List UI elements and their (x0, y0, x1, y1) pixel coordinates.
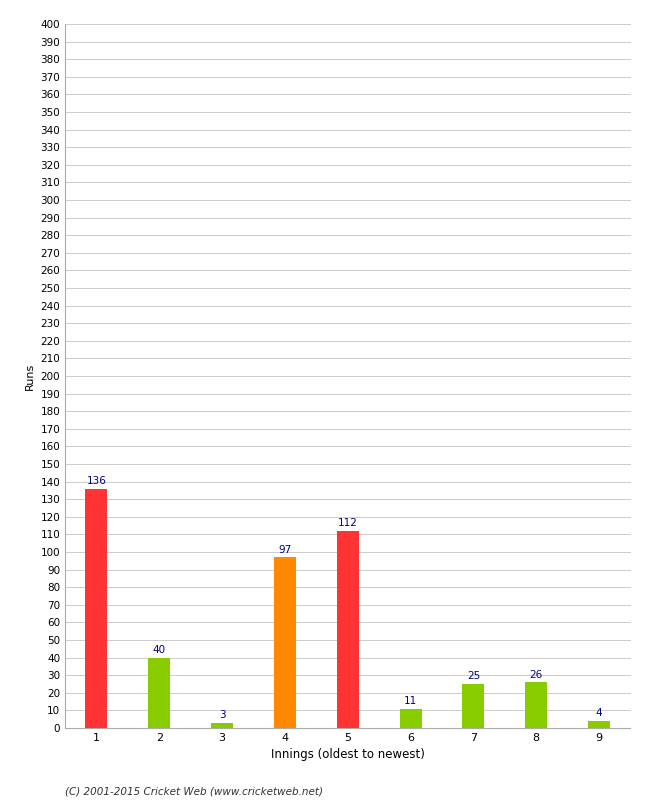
Text: 40: 40 (153, 645, 166, 655)
Text: 97: 97 (278, 545, 292, 554)
Text: 136: 136 (86, 476, 107, 486)
Text: 11: 11 (404, 696, 417, 706)
Bar (462, 684, 484, 728)
Bar (337, 531, 359, 728)
Bar (525, 682, 547, 728)
Text: 25: 25 (467, 671, 480, 682)
Bar (400, 709, 422, 728)
Text: (C) 2001-2015 Cricket Web (www.cricketweb.net): (C) 2001-2015 Cricket Web (www.cricketwe… (65, 786, 323, 796)
Text: 4: 4 (596, 708, 603, 718)
X-axis label: Innings (oldest to newest): Innings (oldest to newest) (271, 749, 424, 762)
Bar (588, 721, 610, 728)
Text: 26: 26 (530, 670, 543, 679)
Bar (85, 489, 107, 728)
Y-axis label: Runs: Runs (25, 362, 35, 390)
Bar (274, 558, 296, 728)
Bar (148, 658, 170, 728)
Text: 3: 3 (219, 710, 226, 720)
Text: 112: 112 (338, 518, 358, 528)
Bar (211, 722, 233, 728)
